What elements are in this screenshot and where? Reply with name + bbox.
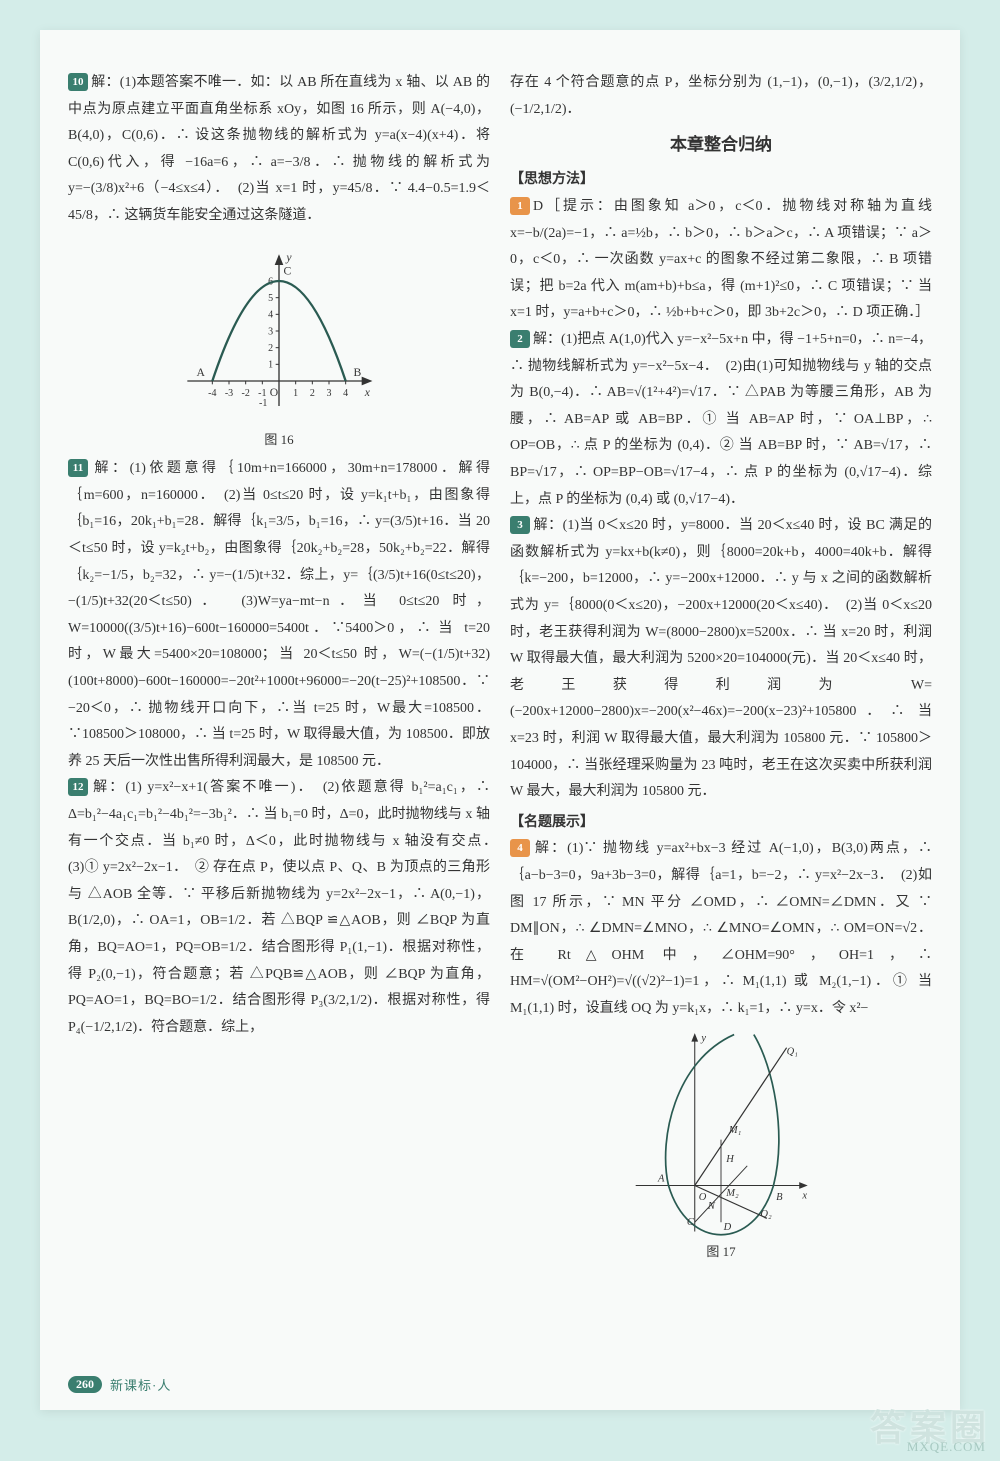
svg-text:-3: -3 xyxy=(225,388,233,399)
text-12: 解：(1) y=x²−x+1(答案不唯一)． (2)依题意得 b₁²=a₁c₁，… xyxy=(68,780,504,1034)
svg-text:N: N xyxy=(707,1202,716,1213)
svg-text:-2: -2 xyxy=(241,388,249,399)
svg-text:O: O xyxy=(270,386,278,399)
svg-text:4: 4 xyxy=(343,388,348,399)
watermark-sub: MXQE.COM xyxy=(907,1439,986,1455)
badge-2: 2 xyxy=(510,330,530,348)
svg-text:M₁: M₁ xyxy=(728,1125,741,1136)
svg-text:3: 3 xyxy=(268,326,273,337)
svg-text:M₂: M₂ xyxy=(725,1188,739,1199)
svg-text:B: B xyxy=(776,1192,783,1203)
problem-10: 10解：(1)本题答案不唯一．如：以 AB 所在直线为 x 轴、以 AB 的中点… xyxy=(68,70,490,230)
badge-11: 11 xyxy=(68,459,88,477)
problem-2: 2解：(1)把点 A(1,0)代入 y=−x²−5x+n 中，得 −1+5+n=… xyxy=(510,327,932,513)
text-4: 解：(1)∵ 抛物线 y=ax²+bx−3 经过 A(−1,0)，B(3,0)两… xyxy=(510,841,932,1016)
problem-1d: 1D［提示：由图象知 a＞0，c＜0．抛物线对称轴为直线 x=−b/(2a)=−… xyxy=(510,194,932,327)
svg-text:4: 4 xyxy=(268,309,273,320)
right-column: 存在 4 个符合题意的点 P，坐标分别为 (1,−1)，(0,−1)，(3/2,… xyxy=(510,70,932,1269)
svg-text:A: A xyxy=(657,1174,665,1185)
problem-4: 4解：(1)∵ 抛物线 y=ax²+bx−3 经过 A(−1,0)，B(3,0)… xyxy=(510,836,932,1022)
svg-text:3: 3 xyxy=(327,388,332,399)
badge-3: 3 xyxy=(510,516,530,534)
svg-text:C: C xyxy=(687,1217,695,1228)
text-1d: D［提示：由图象知 a＞0，c＜0．抛物线对称轴为直线 x=−b/(2a)=−1… xyxy=(510,199,932,320)
svg-text:C: C xyxy=(283,264,291,277)
svg-text:1: 1 xyxy=(268,359,273,370)
left-column: 10解：(1)本题答案不唯一．如：以 AB 所在直线为 x 轴、以 AB 的中点… xyxy=(68,70,490,1269)
svg-text:y: y xyxy=(700,1034,706,1045)
badge-10: 10 xyxy=(68,73,88,91)
svg-text:2: 2 xyxy=(268,343,273,354)
badge-4: 4 xyxy=(510,839,530,857)
svg-text:A: A xyxy=(196,366,205,379)
problem-3: 3解：(1)当 0＜x≤20 时，y=8000．当 20＜x≤40 时，设 BC… xyxy=(510,513,932,806)
section-thought: 【思想方法】 xyxy=(510,167,932,194)
figure-16-label: 图 16 xyxy=(68,428,490,453)
text-2: 解：(1)把点 A(1,0)代入 y=−x²−5x+n 中，得 −1+5+n=0… xyxy=(510,332,932,507)
chapter-title: 本章整合归纳 xyxy=(510,129,932,161)
svg-text:D: D xyxy=(723,1223,732,1234)
footer-text: 新课标·人 xyxy=(110,1375,171,1394)
svg-text:B: B xyxy=(353,366,361,379)
svg-text:y: y xyxy=(285,251,292,264)
svg-text:1: 1 xyxy=(293,388,298,399)
intro-continuation: 存在 4 个符合题意的点 P，坐标分别为 (1,−1)，(0,−1)，(3/2,… xyxy=(510,70,932,123)
text-11: 解：(1)依题意得｛10m+n=166000，30m+n=178000．解得｛m… xyxy=(68,461,494,769)
figure-16-svg: xy O A B C -4-3-2-1 1234 123 456 -1 xyxy=(179,236,379,426)
text-10: 解：(1)本题答案不唯一．如：以 AB 所在直线为 x 轴、以 AB 的中点为原… xyxy=(68,75,490,223)
text-3: 解：(1)当 0＜x≤20 时，y=8000．当 20＜x≤40 时，设 BC … xyxy=(510,518,936,799)
svg-text:x: x xyxy=(364,386,371,399)
svg-text:H: H xyxy=(725,1154,735,1165)
svg-text:Q₂: Q₂ xyxy=(760,1209,772,1220)
figure-17-svg: x y A O B C D H N M₁ M₂ Q₁ Q₂ xyxy=(616,1028,826,1238)
section-famous: 【名题展示】 xyxy=(510,810,932,837)
page-number: 260 xyxy=(68,1376,102,1393)
svg-text:Q₁: Q₁ xyxy=(787,1047,798,1058)
svg-text:-4: -4 xyxy=(208,388,216,399)
figure-17-label: 图 17 xyxy=(510,1240,932,1265)
badge-1: 1 xyxy=(510,197,530,215)
svg-text:x: x xyxy=(801,1191,807,1202)
svg-text:-1: -1 xyxy=(259,398,267,409)
svg-text:2: 2 xyxy=(310,388,315,399)
problem-12: 12解：(1) y=x²−x+1(答案不唯一)． (2)依题意得 b₁²=a₁c… xyxy=(68,775,490,1041)
svg-text:O: O xyxy=(699,1192,707,1203)
page-footer: 260 新课标·人 xyxy=(68,1375,171,1394)
badge-12: 12 xyxy=(68,778,88,796)
problem-11: 11解：(1)依题意得｛10m+n=166000，30m+n=178000．解得… xyxy=(68,456,490,775)
svg-text:5: 5 xyxy=(268,293,273,304)
